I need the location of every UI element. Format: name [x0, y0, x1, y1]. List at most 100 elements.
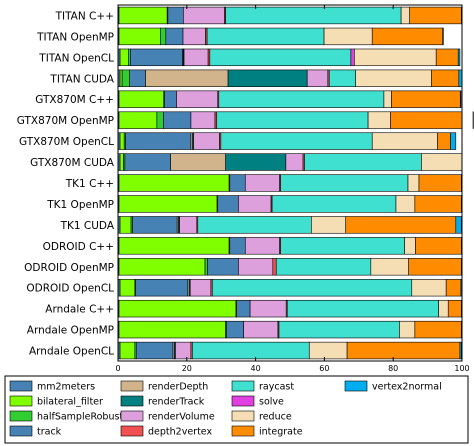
category-label-odroid-openmp: ODROID OpenMP [24, 262, 114, 274]
category-label-tk1-cuda: TK1 CUDA [60, 220, 115, 232]
legend-label-vertex2normal: vertex2normal [372, 382, 442, 393]
bar-arndale-opencl-track [135, 341, 174, 360]
category-label-tk1-openmp: TK1 OpenMP [46, 199, 114, 211]
legend-label-halfsamplerobust: halfSampleRobust [37, 412, 123, 423]
legend-swatch-rendertrack [120, 395, 144, 407]
legend-label-mm2meters: mm2meters [37, 382, 95, 393]
bar-titan-cuda-rendertrack [227, 69, 308, 87]
legend-swatch-mm2meters [9, 380, 33, 392]
bar-titan-openmp-track [165, 27, 184, 46]
bar-gtx870m-cuda-rendertrack [225, 153, 287, 171]
bar-arndale-openmp-bilateral-filter [118, 320, 226, 339]
bar-tk1-openmp-track [217, 195, 239, 213]
bar-titan-opencl-halfsamplerobust [128, 48, 131, 67]
bar-gtx870m-cpppp-raycast [218, 90, 385, 108]
bar-gtx870m-cpppp-track [164, 90, 177, 108]
category-label-odroid-cpppp: ODROID C++ [43, 241, 114, 253]
bar-titan-cuda-track [129, 69, 146, 87]
bar-titan-openmp-reduce [323, 27, 373, 46]
bar-titan-opencl-reduce [354, 48, 437, 67]
bar-tk1-cuda-rendervolume [179, 216, 198, 234]
bar-titan-cuda-halfsamplerobust [121, 69, 130, 87]
bar-gtx870m-cuda-raycast [304, 153, 422, 171]
category-label-titan-openmp: TITAN OpenMP [36, 31, 114, 43]
bar-gtx870m-opencl-integrate [437, 132, 451, 150]
bar-gtx870m-opencl-vertex2normal [450, 132, 457, 150]
category-label-gtx870m-cpppp: GTX870M C++ [35, 94, 114, 106]
bar-gtx870m-cpppp-bilateral-filter [118, 90, 165, 108]
bar-titan-cpppp-reduce [400, 6, 411, 25]
bar-odroid-cpppp-integrate [415, 237, 462, 255]
bar-odroid-cpppp-track [229, 237, 246, 255]
category-label-tk1-cpppp: TK1 C++ [65, 178, 114, 190]
bar-gtx870m-cpppp-vertex2normal [459, 90, 462, 108]
bar-odroid-opencl-track [135, 279, 189, 297]
bar-odroid-openmp-raycast [275, 258, 372, 276]
bar-gtx870m-openmp-reduce [367, 111, 391, 129]
bar-titan-opencl-rendervolume [183, 48, 209, 67]
category-label-gtx870m-cuda: GTX870M CUDA [30, 157, 115, 169]
bar-arndale-cpppp-integrate [447, 299, 462, 318]
category-label-arndale-cpppp: Arndale C++ [45, 304, 114, 316]
bar-arndale-opencl-raycast [192, 341, 310, 360]
bar-odroid-openmp-halfsamplerobust [204, 258, 208, 276]
bar-tk1-openmp-reduce [395, 195, 416, 213]
bar-titan-openmp-rendervolume [182, 27, 206, 46]
bar-tk1-openmp-integrate [414, 195, 462, 213]
bar-odroid-opencl-reduce [411, 279, 447, 297]
legend-label-depth2vertex: depth2vertex [148, 427, 212, 438]
bar-titan-cpppp-rendervolume [183, 6, 225, 25]
bar-titan-cpppp-integrate [409, 6, 462, 25]
bar-titan-opencl-vertex2normal [457, 48, 461, 67]
bar-gtx870m-opencl-raycast [220, 132, 373, 150]
bar-arndale-opencl-bilateral-filter [119, 341, 136, 360]
bar-titan-cuda-bilateral-filter [119, 69, 123, 87]
legend-swatch-raycast [231, 380, 255, 392]
bar-gtx870m-cuda-renderdepth [170, 153, 226, 171]
bar-tk1-cuda-vertex2normal [455, 216, 462, 234]
bar-arndale-opencl-integrate [346, 341, 461, 360]
bar-tk1-cuda-bilateral-filter [119, 216, 132, 234]
bar-titan-openmp-halfsamplerobust [160, 27, 167, 46]
x-tick-label-20: 20 [182, 364, 192, 373]
bar-gtx870m-openmp-rendervolume [190, 111, 216, 129]
bar-titan-cpppp-bilateral-filter [118, 6, 168, 25]
bar-tk1-openmp-raycast [271, 195, 397, 213]
bar-tk1-cpppp-integrate [418, 174, 462, 192]
legend-label-renderdepth: renderDepth [148, 382, 208, 393]
bar-gtx870m-openmp-integrate [390, 111, 463, 129]
bar-gtx870m-openmp-raycast [216, 111, 369, 129]
category-label-gtx870m-opencl: GTX870M OpenCL [19, 136, 114, 148]
legend-label-integrate: integrate [259, 427, 303, 438]
category-label-titan-cuda: TITAN CUDA [49, 73, 114, 85]
bar-odroid-openmp-depth2vertex [272, 258, 277, 276]
bar-odroid-openmp-integrate [408, 258, 462, 276]
plot-frame [117, 4, 463, 362]
x-tick-label-80: 80 [388, 364, 398, 373]
bar-titan-cuda-reduce [355, 69, 432, 87]
bar-arndale-cpppp-reduce [438, 299, 449, 318]
legend-swatch-bilateral-filter [9, 395, 33, 407]
legend-label-solve: solve [259, 397, 284, 408]
bar-arndale-openmp-rendervolume [243, 320, 279, 339]
bar-titan-opencl-raycast [209, 48, 352, 67]
bar-odroid-opencl-rendervolume [189, 279, 212, 297]
bar-tk1-cpppp-track [229, 174, 246, 192]
bars-group [117, 6, 474, 360]
bar-titan-openmp-raycast [206, 27, 325, 46]
bar-odroid-openmp-track [207, 258, 239, 276]
bar-titan-cuda-rendervolume [306, 69, 329, 87]
legend-swatch-integrate [231, 425, 255, 437]
bar-odroid-openmp-rendervolume [238, 258, 274, 276]
bar-tk1-cpppp-raycast [280, 174, 409, 192]
bar-arndale-cpppp-bilateral-filter [118, 299, 237, 318]
bar-titan-cuda-integrate [431, 69, 460, 87]
bar-titan-opencl-bilateral-filter [119, 48, 129, 67]
bar-gtx870m-openmp-track [163, 111, 192, 129]
bar-arndale-cpppp-rendervolume [249, 299, 287, 318]
category-label-arndale-openmp: Arndale OpenMP [27, 325, 114, 337]
bar-tk1-openmp-bilateral-filter [118, 195, 218, 213]
bar-gtx870m-cpppp-reduce [383, 90, 392, 108]
legend-label-rendervolume: renderVolume [148, 412, 215, 423]
legend-swatch-vertex2normal [344, 380, 368, 392]
